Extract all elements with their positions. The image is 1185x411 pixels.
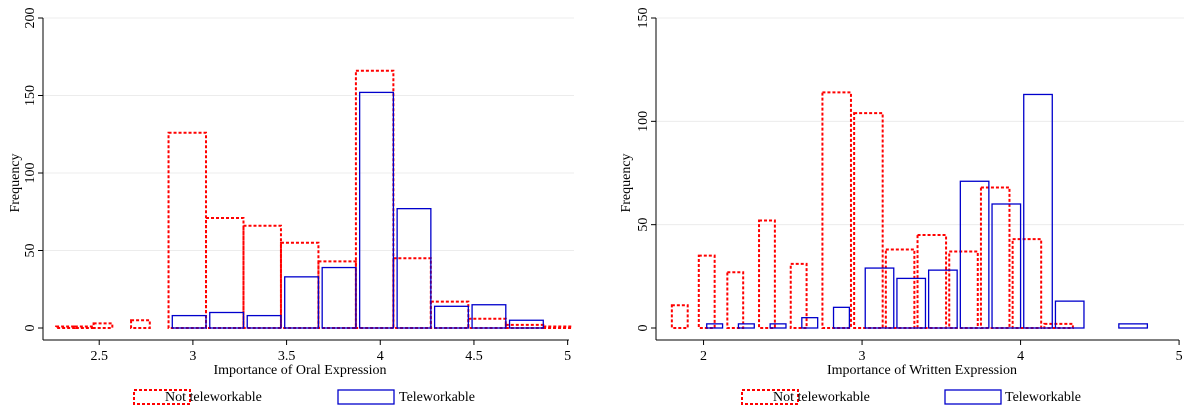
legend-swatch-not-teleworkable bbox=[741, 389, 799, 405]
histogram-bar bbox=[359, 91, 395, 329]
histogram-bar bbox=[697, 254, 716, 330]
y-tick-label: 150 bbox=[23, 85, 38, 106]
x-axis-title: Importance of Written Expression bbox=[827, 363, 1017, 378]
x-tick-label: 4 bbox=[1017, 349, 1024, 364]
histogram-bar bbox=[279, 241, 320, 329]
histogram-bar bbox=[317, 260, 357, 330]
histogram-bar bbox=[284, 276, 320, 329]
histogram-bar bbox=[321, 266, 357, 329]
y-tick-label: 0 bbox=[636, 325, 651, 332]
legend: Not teleworkable Teleworkable bbox=[741, 389, 1081, 405]
histogram-bar bbox=[429, 300, 470, 329]
histogram-bar bbox=[246, 314, 282, 329]
histogram-bar bbox=[769, 323, 787, 329]
legend-swatch-not-teleworkable bbox=[133, 389, 191, 405]
histogram-bar bbox=[433, 305, 469, 329]
histogram-bar bbox=[167, 131, 208, 329]
histogram-bar bbox=[789, 262, 808, 329]
histogram-bar bbox=[205, 216, 245, 329]
histogram-bar bbox=[726, 271, 745, 330]
x-tick-label: 3.5 bbox=[278, 349, 296, 364]
legend-label-not-teleworkable: Not teleworkable bbox=[773, 390, 870, 405]
oral-expression-histogram-panel: 0 50 100 150 200 2.5 3 3.5 4 4.5 5 Importance of Or… bbox=[8, 8, 574, 405]
y-tick-label: 200 bbox=[23, 8, 38, 29]
histogram-bar bbox=[884, 248, 916, 329]
histogram-bar bbox=[832, 306, 851, 329]
legend-label-teleworkable: Teleworkable bbox=[1005, 390, 1081, 405]
series-teleworkable bbox=[171, 91, 544, 329]
histogram-bar bbox=[1118, 323, 1149, 329]
histogram-bar bbox=[508, 319, 544, 329]
histogram-bar bbox=[979, 186, 1011, 329]
histogram-bar bbox=[864, 267, 895, 329]
y-tick-label: 50 bbox=[636, 218, 651, 232]
y-tick-label: 50 bbox=[23, 244, 38, 258]
histogram-bar bbox=[171, 314, 207, 329]
x-tick-label: 3 bbox=[859, 349, 866, 364]
histogram-bar bbox=[896, 277, 927, 329]
y-tick-label: 100 bbox=[23, 163, 38, 184]
y-tick-label: 150 bbox=[636, 8, 651, 29]
histogram-bar bbox=[396, 207, 432, 329]
histogram-bar bbox=[959, 180, 990, 329]
histogram-bar bbox=[92, 322, 114, 330]
histogram-bar bbox=[737, 323, 755, 329]
y-tick-label: 100 bbox=[636, 111, 651, 132]
legend-label-teleworkable: Teleworkable bbox=[399, 390, 475, 405]
histogram-bar bbox=[758, 219, 776, 330]
x-tick-label: 2.5 bbox=[90, 349, 108, 364]
legend-label-not-teleworkable: Not teleworkable bbox=[165, 390, 262, 405]
histogram-bar bbox=[242, 224, 282, 329]
histogram-bar bbox=[467, 317, 507, 330]
x-axis-title: Importance of Oral Expression bbox=[214, 363, 387, 378]
histogram-bar bbox=[542, 325, 573, 330]
y-tick-label: 0 bbox=[23, 325, 38, 332]
histogram-bar bbox=[801, 317, 819, 329]
histogram-bar bbox=[916, 234, 948, 329]
histogram-bar bbox=[55, 325, 76, 330]
legend: Not teleworkable Teleworkable bbox=[133, 389, 475, 405]
histogram-bar bbox=[991, 203, 1022, 329]
histogram-bar bbox=[706, 323, 724, 329]
histogram-bar bbox=[1023, 93, 1053, 329]
x-tick-label: 2 bbox=[700, 349, 707, 364]
legend-swatch-teleworkable bbox=[944, 389, 1002, 405]
y-axis-title: Frequency bbox=[619, 153, 634, 212]
x-tick-label: 4.5 bbox=[465, 349, 483, 364]
y-axis-title: Frequency bbox=[8, 153, 23, 212]
histogram-bar bbox=[209, 311, 245, 329]
histogram-bar bbox=[392, 257, 432, 329]
histogram-bar bbox=[948, 250, 979, 330]
histogram-bar bbox=[821, 91, 852, 330]
histogram-bar bbox=[1054, 300, 1085, 329]
series-not-teleworkable bbox=[670, 91, 1074, 330]
series-teleworkable bbox=[706, 93, 1149, 329]
x-tick-label: 4 bbox=[377, 349, 384, 364]
histogram-bar bbox=[853, 112, 884, 329]
histogram-bar bbox=[927, 269, 958, 329]
x-tick-label: 3 bbox=[189, 349, 196, 364]
written-expression-histogram-panel: 0 50 100 150 2 3 4 5 Importance of Written Expre… bbox=[619, 8, 1184, 405]
histogram-bar bbox=[1011, 238, 1043, 329]
histogram-bar bbox=[354, 69, 395, 329]
x-tick-label: 5 bbox=[564, 349, 571, 364]
series-not-teleworkable bbox=[55, 69, 573, 330]
legend-swatch-teleworkable bbox=[337, 389, 395, 405]
x-tick-label: 5 bbox=[1176, 349, 1183, 364]
histogram-bar bbox=[670, 304, 689, 329]
histogram-bar bbox=[73, 325, 95, 330]
histogram-bar bbox=[471, 304, 507, 329]
histogram-bar bbox=[130, 319, 151, 329]
